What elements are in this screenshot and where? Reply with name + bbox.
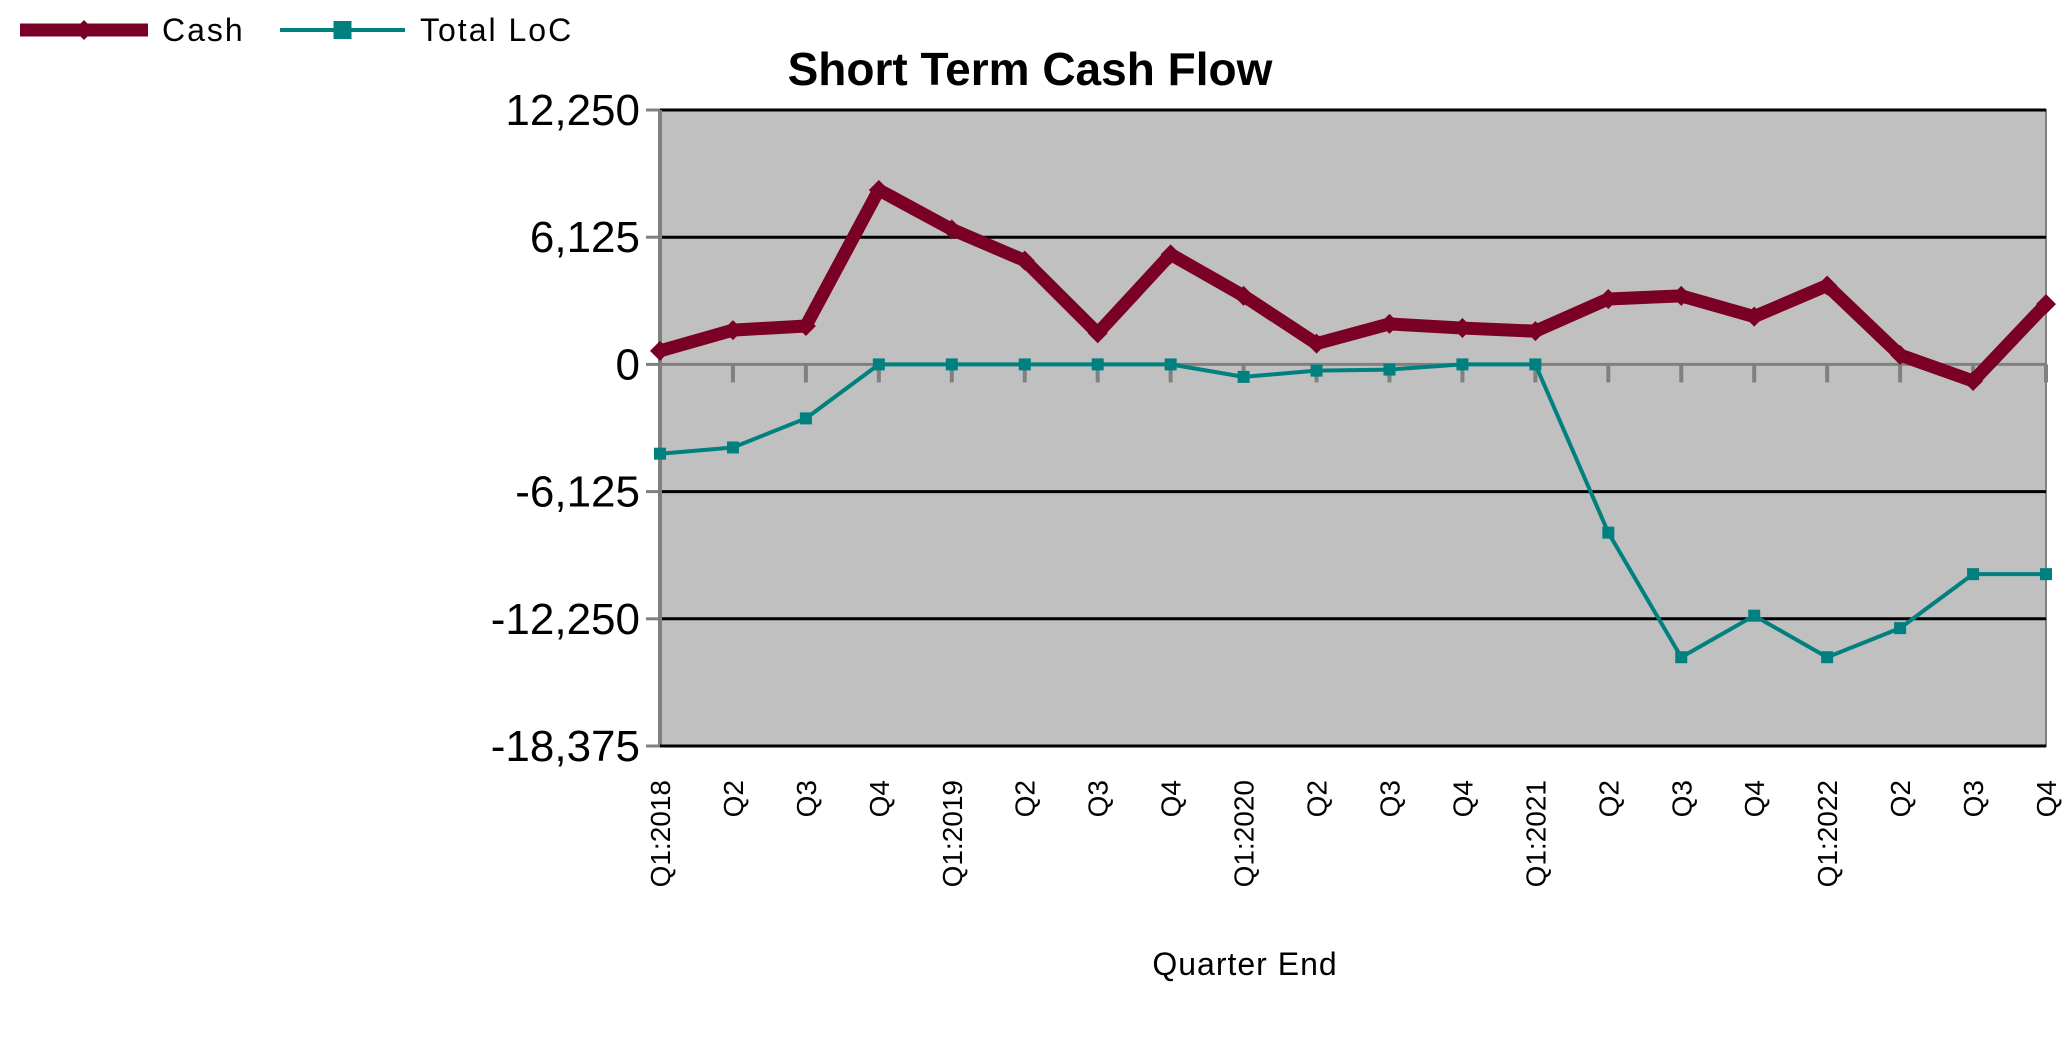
x-tick-label-19: Q4 [2031,780,2062,817]
x-tick-label-13: Q2 [1593,780,1624,817]
series-0-point-3 [868,179,889,200]
series-1-point-11 [1456,358,1469,371]
series-0-point-1 [722,320,743,341]
x-tick-label-8: Q1:2020 [1229,780,1260,887]
series-0-point-11 [1452,318,1473,339]
series-1-point-2 [799,412,812,425]
series-1-point-15 [1748,609,1761,622]
series-0-point-10 [1379,313,1400,334]
x-tick-label-10: Q3 [1374,780,1405,817]
x-tick-label-9: Q2 [1302,780,1333,817]
series-1-point-10 [1383,363,1396,376]
x-tick-label-6: Q3 [1083,780,1114,817]
series-0-point-15 [1744,306,1765,327]
series-1-point-4 [945,358,958,371]
series-1-point-14 [1675,651,1688,664]
series-1-point-6 [1091,358,1104,371]
series-0-point-16 [1817,275,1838,296]
x-tick-label-3: Q4 [864,780,895,817]
series-1-point-19 [2040,568,2052,581]
series-1-point-9 [1310,364,1323,377]
series-1-point-7 [1164,358,1177,371]
series-1-point-5 [1018,358,1031,371]
legend-marker-0 [74,20,94,40]
series-0-point-19 [2036,294,2056,315]
x-tick-label-14: Q3 [1666,780,1697,817]
series-1-point-13 [1602,526,1615,539]
y-tick-label-1: 6,125 [530,213,640,262]
x-tick-label-1: Q2 [718,780,749,817]
series-1-point-1 [726,441,739,454]
x-tick-label-7: Q4 [1156,780,1187,817]
series-1-point-12 [1529,358,1542,371]
y-axis-ticks: 12,250 6,125 0 -6,125 -12,250 -18,375 [491,86,640,771]
series-1-point-8 [1237,370,1250,383]
series-0-point-17 [1890,345,1911,366]
series-1-point-17 [1894,622,1907,635]
legend: Cash Total LoC [20,12,573,48]
x-tick-label-2: Q3 [791,780,822,817]
series-1-point-3 [872,358,885,371]
series-layer [650,179,2056,664]
series-0 [650,179,2056,392]
series-0-point-6 [1087,323,1108,344]
series-0-point-9 [1306,333,1327,354]
x-tick-label-17: Q2 [1885,780,1916,817]
chart-title: Short Term Cash Flow [788,43,1273,95]
x-tick-label-12: Q1:2021 [1520,780,1551,887]
x-tick-label-18: Q3 [1958,780,1989,817]
y-tick-label-4: -12,250 [491,595,640,644]
series-0-point-8 [1233,285,1254,306]
y-tick-label-5: -18,375 [491,722,640,771]
legend-label-1: Total LoC [420,12,573,48]
y-tick-label-0: 12,250 [505,86,640,135]
series-0-point-7 [1160,244,1181,265]
series-line-0 [658,183,2051,388]
series-0-point-12 [1525,321,1546,342]
x-tick-label-0: Q1:2018 [645,780,676,887]
y-tick-label-3: -6,125 [515,468,640,517]
x-axis-ticks: Q1:2018 Q2 Q3 Q4 Q1:2019 Q2 Q3 Q4 Q1:2020 Q2 Q3 Q4 Q… [645,780,2062,887]
x-tick-label-5: Q2 [1010,780,1041,817]
x-axis-label: Quarter End [1152,946,1337,982]
series-line-1 [659,362,2046,660]
series-1-point-18 [1967,568,1980,581]
series-0-point-5 [1014,250,1035,271]
x-tick-label-4: Q1:2019 [937,780,968,887]
series-0-point-14 [1671,285,1692,306]
x-tick-label-16: Q1:2022 [1812,780,1843,887]
series-0-point-13 [1598,288,1619,309]
x-tick-label-15: Q4 [1739,780,1770,817]
series-0-point-0 [650,340,670,361]
y-tick-label-2: 0 [616,340,640,389]
series-0-point-2 [795,315,816,336]
series-1-point-16 [1821,651,1834,664]
legend-marker-1 [333,21,352,39]
x-tick-label-11: Q4 [1447,780,1478,817]
legend-label-0: Cash [162,12,245,48]
series-1 [654,358,2052,664]
gridlines [660,108,2046,621]
series-0-point-4 [941,219,962,240]
series-0-point-18 [1963,371,1984,392]
series-1-point-0 [654,447,666,460]
